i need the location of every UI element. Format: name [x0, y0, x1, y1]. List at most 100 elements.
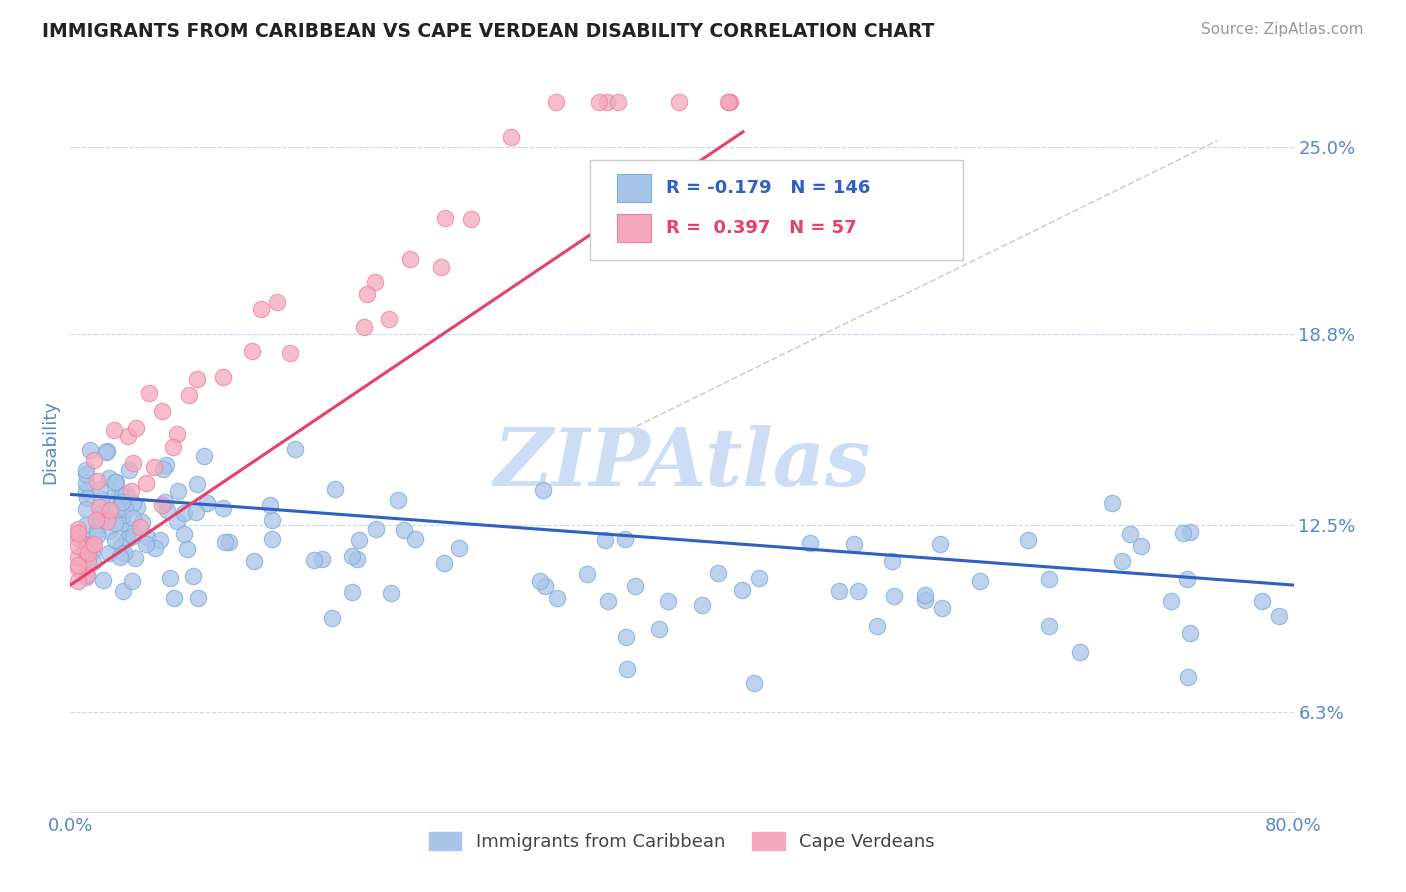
- Point: [66, 550, 89, 565]
- Point: [846, 583, 869, 598]
- Point: [121, 511, 143, 525]
- Point: [1130, 539, 1153, 553]
- Point: [186, 372, 208, 386]
- Point: [718, 95, 741, 109]
- Point: [616, 662, 638, 676]
- Point: [323, 482, 346, 496]
- Point: [118, 522, 141, 536]
- Point: [529, 574, 551, 589]
- Point: [866, 619, 889, 633]
- Point: [80, 539, 103, 553]
- Point: [122, 456, 145, 470]
- Point: [66, 558, 89, 572]
- Point: [173, 506, 195, 520]
- Point: [1111, 553, 1133, 567]
- Point: [193, 449, 215, 463]
- Point: [100, 491, 122, 505]
- Point: [1251, 594, 1274, 608]
- Point: [76, 567, 98, 582]
- Point: [104, 533, 127, 548]
- Point: [914, 588, 936, 602]
- Point: [186, 477, 208, 491]
- Point: [66, 574, 89, 589]
- Point: [127, 500, 149, 515]
- Point: [104, 516, 127, 530]
- Point: [82, 545, 104, 559]
- Point: [135, 476, 157, 491]
- Point: [111, 489, 134, 503]
- Point: [143, 460, 166, 475]
- Y-axis label: Disability: Disability: [41, 400, 59, 483]
- Point: [143, 541, 166, 556]
- Point: [87, 512, 110, 526]
- Point: [166, 427, 188, 442]
- Point: [598, 594, 620, 608]
- Point: [153, 495, 176, 509]
- Point: [152, 461, 174, 475]
- Point: [86, 523, 108, 537]
- Point: [97, 471, 120, 485]
- Point: [103, 423, 125, 437]
- Point: [1173, 526, 1195, 541]
- Point: [1017, 533, 1039, 547]
- Point: [135, 537, 157, 551]
- Point: [163, 591, 186, 605]
- Point: [75, 483, 97, 498]
- Point: [156, 503, 179, 517]
- Point: [1038, 572, 1060, 586]
- Point: [430, 260, 453, 274]
- Point: [613, 532, 636, 546]
- Point: [75, 467, 97, 482]
- Point: [124, 421, 146, 435]
- Point: [1175, 573, 1198, 587]
- Point: [124, 551, 146, 566]
- Point: [595, 533, 617, 547]
- Point: [76, 491, 98, 505]
- Point: [86, 475, 108, 489]
- Point: [278, 346, 301, 360]
- Point: [1069, 645, 1091, 659]
- Point: [648, 622, 671, 636]
- Point: [399, 252, 422, 266]
- Point: [108, 488, 131, 502]
- Point: [87, 500, 110, 514]
- Point: [150, 498, 173, 512]
- Point: [77, 554, 100, 568]
- Point: [117, 429, 139, 443]
- Point: [176, 542, 198, 557]
- Point: [356, 287, 378, 301]
- Point: [883, 589, 905, 603]
- Point: [259, 498, 281, 512]
- Point: [173, 527, 195, 541]
- Point: [117, 463, 139, 477]
- Point: [657, 594, 679, 608]
- Point: [1178, 524, 1201, 539]
- Point: [387, 492, 409, 507]
- Point: [546, 591, 568, 605]
- Point: [588, 95, 610, 109]
- Point: [499, 129, 522, 144]
- Point: [404, 532, 426, 546]
- Point: [1038, 619, 1060, 633]
- Point: [105, 475, 128, 490]
- Point: [447, 541, 470, 556]
- Text: Source: ZipAtlas.com: Source: ZipAtlas.com: [1201, 22, 1364, 37]
- Point: [121, 529, 143, 543]
- Point: [98, 502, 121, 516]
- Point: [112, 546, 135, 560]
- Point: [266, 294, 288, 309]
- Point: [94, 444, 117, 458]
- Text: ZIPAtlas: ZIPAtlas: [494, 425, 870, 502]
- Point: [86, 528, 108, 542]
- Point: [460, 212, 482, 227]
- Legend: Immigrants from Caribbean, Cape Verdeans: Immigrants from Caribbean, Cape Verdeans: [422, 824, 942, 858]
- Point: [195, 496, 218, 510]
- Point: [544, 95, 567, 109]
- Point: [150, 404, 173, 418]
- Point: [595, 95, 617, 109]
- Point: [212, 501, 235, 516]
- Point: [340, 585, 363, 599]
- Point: [533, 578, 555, 592]
- Point: [187, 591, 209, 605]
- Point: [366, 523, 388, 537]
